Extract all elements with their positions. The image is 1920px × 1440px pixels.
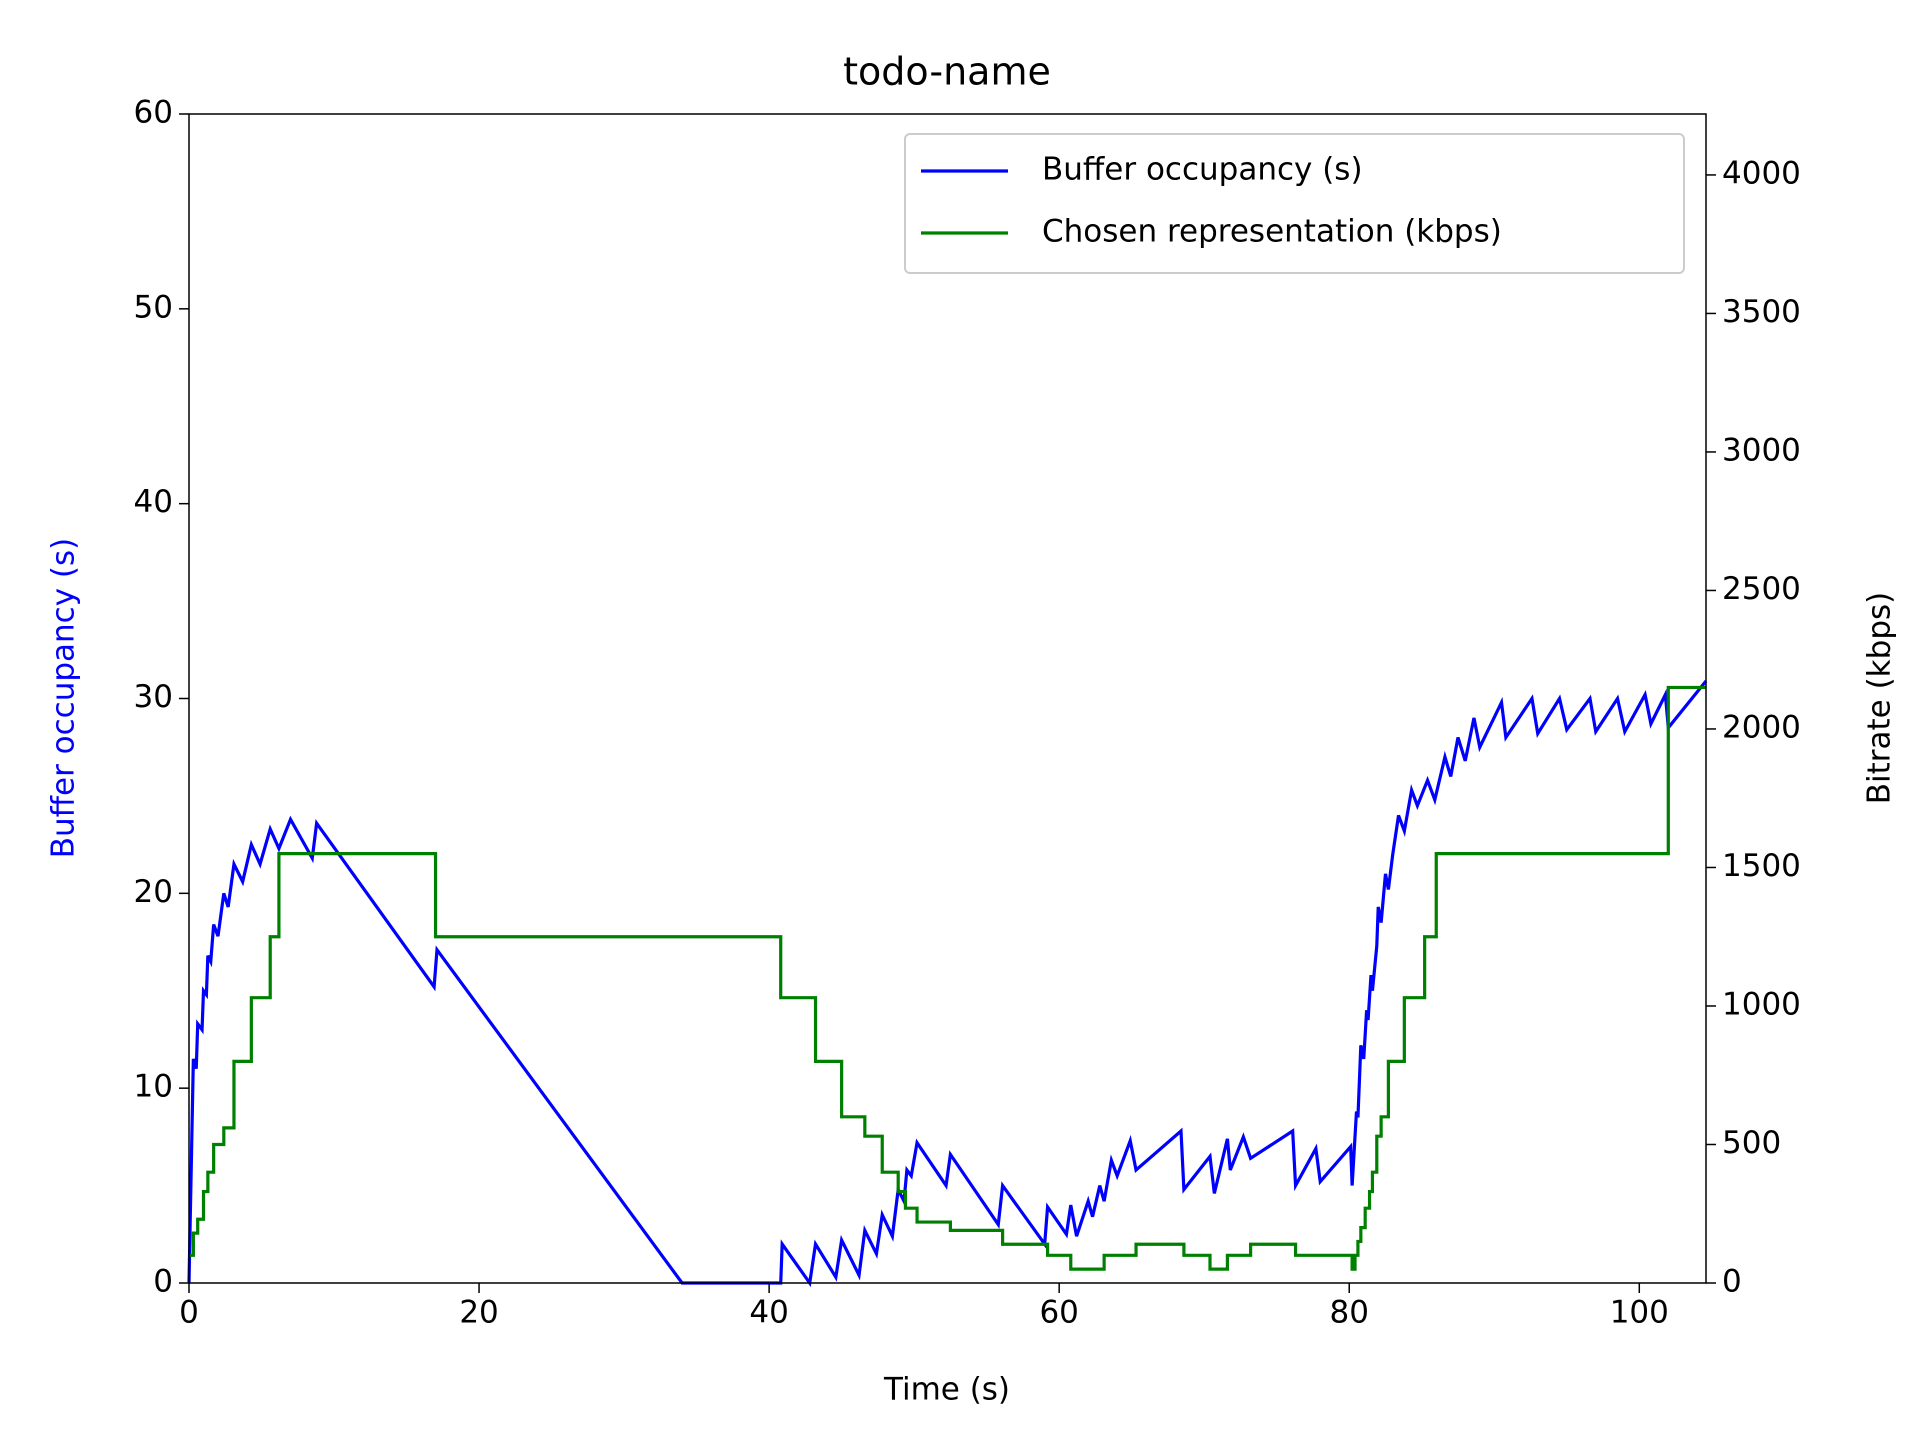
y-tick-label: 10 [134, 1069, 173, 1105]
legend-label: Chosen representation (kbps) [1042, 214, 1502, 250]
y-tick-label: 20 [134, 874, 173, 910]
legend-label: Buffer occupancy (s) [1042, 152, 1363, 188]
y2-tick-label: 2500 [1722, 571, 1801, 607]
y-tick-label: 40 [134, 484, 173, 520]
y2-tick-label: 3500 [1722, 294, 1801, 330]
series-line [187, 679, 1708, 1288]
x-tick-label: 40 [749, 1295, 788, 1331]
x-tick-label: 20 [459, 1295, 498, 1331]
legend-box [904, 133, 1685, 274]
x-tick-label: 100 [1610, 1295, 1669, 1331]
y2-axis-label: Bitrate (kbps) [1862, 592, 1898, 805]
chart-title: todo-name [843, 50, 1051, 94]
y-axis-label: Buffer occupancy (s) [46, 538, 82, 859]
y2-tick-label: 2000 [1722, 709, 1801, 745]
y2-tick-label: 500 [1722, 1125, 1781, 1161]
y-tick-label: 50 [134, 289, 173, 325]
x-tick-label: 0 [179, 1295, 199, 1331]
y2-tick-label: 4000 [1722, 155, 1801, 191]
y-tick-label: 30 [134, 679, 173, 715]
y2-tick-label: 1000 [1722, 986, 1801, 1022]
y2-tick-label: 0 [1722, 1264, 1742, 1300]
plot-frame [188, 113, 1707, 1284]
x-axis-label: Time (s) [883, 1372, 1010, 1408]
y-tick-label: 60 [134, 95, 173, 131]
x-tick-label: 80 [1330, 1295, 1369, 1331]
series-line [189, 685, 1706, 1271]
y2-tick-label: 3000 [1722, 432, 1801, 468]
x-tick-label: 60 [1039, 1295, 1078, 1331]
y2-tick-label: 1500 [1722, 848, 1801, 884]
y-tick-label: 0 [153, 1264, 173, 1300]
